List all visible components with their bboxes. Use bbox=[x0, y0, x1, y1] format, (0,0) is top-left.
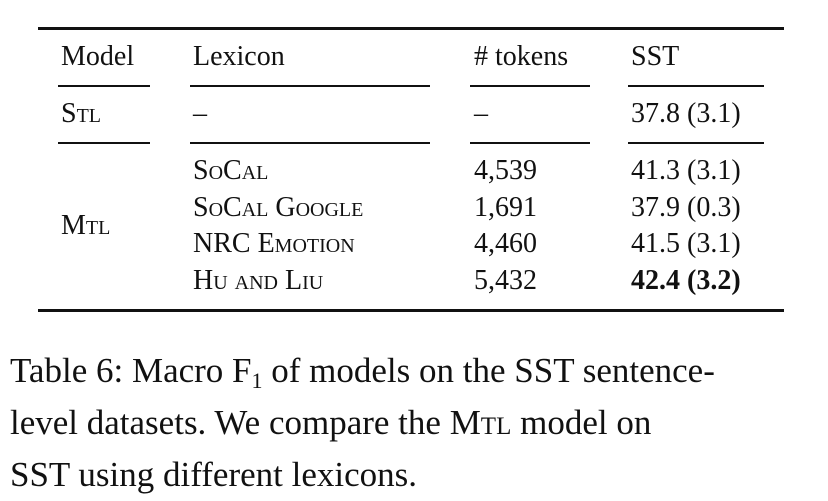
header-cmidrule-lexicon bbox=[190, 85, 430, 87]
table-caption: Table 6: Macro F1 of models on the SST s… bbox=[10, 345, 818, 501]
caption-line2-model: Mtl bbox=[449, 403, 512, 442]
caption-text-b: of models on the SST sentence- bbox=[271, 351, 715, 390]
mtl-row-4-lexicon: Hu and Liu bbox=[193, 265, 324, 296]
stl-cmidrule-lexicon bbox=[190, 142, 430, 144]
caption-subscript: 1 bbox=[251, 368, 263, 393]
mtl-row-1-tokens: 4,539 bbox=[474, 155, 537, 186]
table-top-rule bbox=[38, 27, 784, 30]
stl-sst: 37.8 (3.1) bbox=[631, 98, 741, 129]
header-cmidrule-tokens bbox=[470, 85, 590, 87]
mtl-row-1-sst: 41.3 (3.1) bbox=[631, 155, 741, 186]
header-tokens: # tokens bbox=[474, 41, 569, 72]
header-model: Model bbox=[61, 41, 135, 72]
stl-cmidrule-sst bbox=[628, 142, 764, 144]
stl-cmidrule-model bbox=[58, 142, 150, 144]
caption-line-2: level datasets. We compare the Mtl model… bbox=[10, 397, 818, 449]
caption-label: Table 6: bbox=[10, 351, 124, 390]
table-bottom-rule bbox=[38, 309, 784, 312]
caption-line-3: SST using different lexicons. bbox=[10, 455, 418, 494]
stl-cmidrule-tokens bbox=[470, 142, 590, 144]
mtl-row-3-lexicon: NRC Emotion bbox=[193, 228, 355, 259]
header-cmidrule-sst bbox=[628, 85, 764, 87]
caption-text-a: Macro F bbox=[131, 351, 252, 390]
header-sst: SST bbox=[631, 41, 680, 72]
caption-line2-b: model on bbox=[520, 403, 652, 442]
mtl-model: Mtl bbox=[61, 210, 111, 241]
mtl-row-1-lexicon: SoCal bbox=[193, 155, 269, 186]
caption-line2-a: level datasets. We compare the bbox=[10, 403, 441, 442]
stl-lexicon: – bbox=[193, 98, 207, 129]
header-cmidrule-model bbox=[58, 85, 150, 87]
stl-tokens: – bbox=[474, 98, 488, 129]
mtl-row-4-sst: 42.4 (3.2) bbox=[631, 265, 741, 296]
mtl-row-4-tokens: 5,432 bbox=[474, 265, 537, 296]
mtl-row-3-tokens: 4,460 bbox=[474, 228, 537, 259]
stl-model: Stl bbox=[61, 98, 102, 129]
mtl-row-2-tokens: 1,691 bbox=[474, 192, 537, 223]
mtl-row-2-lexicon: SoCal Google bbox=[193, 192, 364, 223]
mtl-row-3-sst: 41.5 (3.1) bbox=[631, 228, 741, 259]
caption-line-1: Table 6: Macro F1 of models on the SST s… bbox=[10, 345, 818, 397]
header-lexicon: Lexicon bbox=[193, 41, 285, 72]
mtl-row-2-sst: 37.9 (0.3) bbox=[631, 192, 741, 223]
